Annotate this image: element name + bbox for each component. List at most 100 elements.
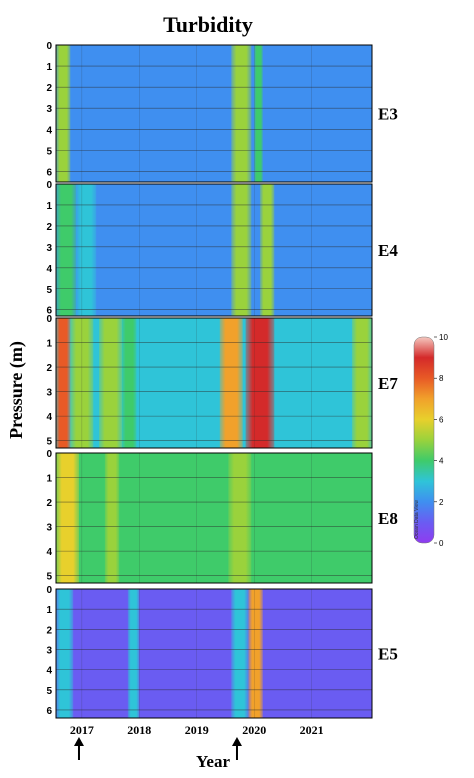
- x-tick-label: 2018: [127, 723, 151, 737]
- turbidity-band: [76, 184, 97, 316]
- colorbar-tick-label: 0: [439, 539, 444, 548]
- y-tick-label: 1: [46, 339, 52, 350]
- panel-frame: [55, 588, 373, 719]
- colorbar-scale: [413, 336, 435, 544]
- turbidity-band: [231, 184, 252, 316]
- panel-label: E4: [378, 241, 398, 260]
- x-tick-label: 2021: [300, 723, 324, 737]
- y-tick-label: 4: [46, 412, 52, 423]
- panel-label: E7: [378, 374, 398, 393]
- panel-bands: [56, 453, 304, 583]
- turbidity-band: [56, 318, 71, 448]
- colorbar-tick-label: 6: [439, 415, 444, 424]
- panel-e4: 0 1 2 3 4 5 6 E4: [46, 180, 398, 317]
- turbidity-band: [254, 45, 263, 182]
- turbidity-band: [56, 45, 71, 182]
- y-tick-label: 0: [46, 41, 52, 52]
- y-tick-label: 2: [46, 222, 52, 233]
- colorbar: 0 2 4 6 8 10 Ocean Data View: [413, 333, 448, 548]
- panel-bands: [56, 589, 263, 718]
- panel-bands: [56, 45, 263, 182]
- panel-frame: [55, 44, 373, 183]
- y-tick-label: 3: [46, 388, 52, 399]
- panel-e3: 0 1 2 3 4 5 6 E3: [46, 41, 398, 183]
- y-tick-label: 5: [46, 572, 52, 583]
- y-tick-label: 3: [46, 523, 52, 534]
- x-tick-label: 2019: [185, 723, 209, 737]
- up-arrow-icon: [73, 737, 84, 760]
- y-tick-label: 5: [46, 146, 52, 157]
- turbidity-band: [228, 453, 252, 583]
- x-tick-label: 2017: [70, 723, 94, 737]
- panel-background: [56, 45, 372, 182]
- y-tick-label: 6: [46, 306, 52, 317]
- panel-label: E5: [378, 645, 398, 664]
- panel-e7: 0 1 2 3 4 5 E7: [46, 314, 398, 449]
- panel-background: [56, 184, 372, 316]
- y-tick-label: 2: [46, 363, 52, 374]
- y-tick-label: 5: [46, 437, 52, 448]
- colorbar-tick-label: 2: [439, 498, 444, 507]
- colorbar-tick-label: 8: [439, 374, 444, 383]
- panel-frame: [55, 452, 373, 584]
- y-tick-label: 1: [46, 605, 52, 616]
- y-tick-label: 2: [46, 83, 52, 94]
- turbidity-band: [351, 318, 372, 448]
- panel-label: E3: [378, 105, 398, 124]
- year-arrows: [73, 737, 242, 760]
- turbidity-band: [245, 318, 275, 448]
- y-tick-label: 3: [46, 645, 52, 656]
- panel-label: E8: [378, 509, 398, 528]
- panel-background: [56, 589, 372, 718]
- y-tick-label: 0: [46, 180, 52, 191]
- y-tick-label: 0: [46, 314, 52, 325]
- y-tick-label: 4: [46, 666, 52, 677]
- y-tick-label: 1: [46, 201, 52, 212]
- chart-title: Turbidity: [163, 12, 253, 37]
- y-tick-label: 0: [46, 585, 52, 596]
- colorbar-tick-label: 10: [439, 333, 448, 342]
- turbidity-band: [248, 589, 263, 718]
- turbidity-band: [70, 318, 94, 448]
- turbidity-band: [104, 453, 120, 583]
- y-tick-label: 4: [46, 125, 52, 136]
- y-tick-label: 2: [46, 625, 52, 636]
- y-tick-label: 6: [46, 706, 52, 717]
- panel-bands: [56, 318, 372, 448]
- panel-frame: [55, 183, 373, 317]
- y-tick-label: 6: [46, 167, 52, 178]
- y-tick-label: 1: [46, 62, 52, 73]
- turbidity-band: [99, 318, 123, 448]
- y-tick-label: 5: [46, 285, 52, 296]
- y-tick-label: 5: [46, 686, 52, 697]
- turbidity-band: [122, 318, 137, 448]
- y-axis-label: Pressure (m): [6, 341, 27, 439]
- turbidity-band: [56, 184, 77, 316]
- turbidity-band: [156, 453, 174, 583]
- panel-frame: [55, 317, 373, 449]
- panel-background: [56, 453, 372, 583]
- y-tick-label: 4: [46, 264, 52, 275]
- colorbar-watermark: Ocean Data View: [414, 500, 420, 539]
- y-tick-label: 4: [46, 547, 52, 558]
- turbidity-band: [56, 453, 79, 583]
- turbidity-band: [259, 184, 275, 316]
- up-arrow-icon: [231, 737, 242, 760]
- panel-e5: 0 1 2 3 4 5 6 E5: [46, 585, 398, 719]
- turbidity-band: [231, 589, 249, 718]
- panel-e8: 0 1 2 3 4 5 E8: [46, 449, 398, 584]
- x-axis-label: Year: [196, 752, 230, 771]
- y-tick-label: 3: [46, 104, 52, 115]
- y-tick-label: 1: [46, 474, 52, 485]
- panels-group: 0 1 2 3 4 5 6 E3 0 1 2 3 4 5 6 E4 0 1 2 3 4 5 E7 0 1 2 3 4 5 E8 0 1 2 3 4 5…: [46, 41, 398, 719]
- x-tick-label: 2020: [242, 723, 266, 737]
- turbidity-band: [127, 589, 140, 718]
- panel-bands: [56, 184, 275, 316]
- y-tick-label: 2: [46, 498, 52, 509]
- turbidity-band: [288, 453, 304, 583]
- turbidity-band: [231, 45, 252, 182]
- turbidity-band: [219, 318, 243, 448]
- turbidity-band: [56, 589, 74, 718]
- x-tick-labels: 2017 2018 2019 2020 2021: [70, 723, 324, 737]
